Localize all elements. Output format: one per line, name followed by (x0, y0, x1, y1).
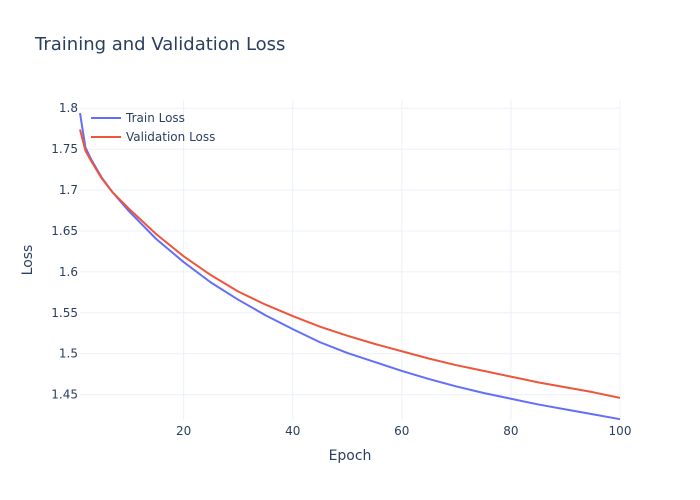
legend: Train Loss Validation Loss (91, 111, 215, 144)
chart-title: Training and Validation Loss (34, 34, 285, 55)
x-tick-label: 80 (503, 424, 518, 438)
x-tick-label: 60 (394, 424, 409, 438)
y-tick-label: 1.55 (51, 306, 78, 320)
x-tick-label: 100 (609, 424, 632, 438)
y-tick-label: 1.6 (59, 265, 78, 279)
series-line-validation-loss (79, 129, 621, 399)
y-tick-label: 1.8 (59, 101, 78, 115)
grid-layer (80, 100, 621, 420)
y-tick-label: 1.75 (51, 142, 78, 156)
legend-label: Validation Loss (126, 130, 215, 144)
y-tick-label: 1.5 (59, 347, 78, 361)
y-axis-title: Loss (20, 245, 36, 276)
legend-label: Train Loss (125, 111, 185, 125)
series-layer (79, 112, 621, 421)
x-tick-labels: 20 40 60 80 100 (176, 424, 631, 438)
x-axis-title: Epoch (329, 448, 372, 464)
x-tick-label: 20 (176, 424, 191, 438)
y-tick-labels: 1.45 1.5 1.55 1.6 1.65 1.7 1.75 1.8 (51, 101, 78, 401)
x-tick-label: 40 (285, 424, 300, 438)
y-tick-label: 1.65 (51, 224, 78, 238)
series-line-train-loss (79, 112, 621, 421)
y-tick-label: 1.45 (51, 388, 78, 402)
y-tick-label: 1.7 (59, 183, 78, 197)
